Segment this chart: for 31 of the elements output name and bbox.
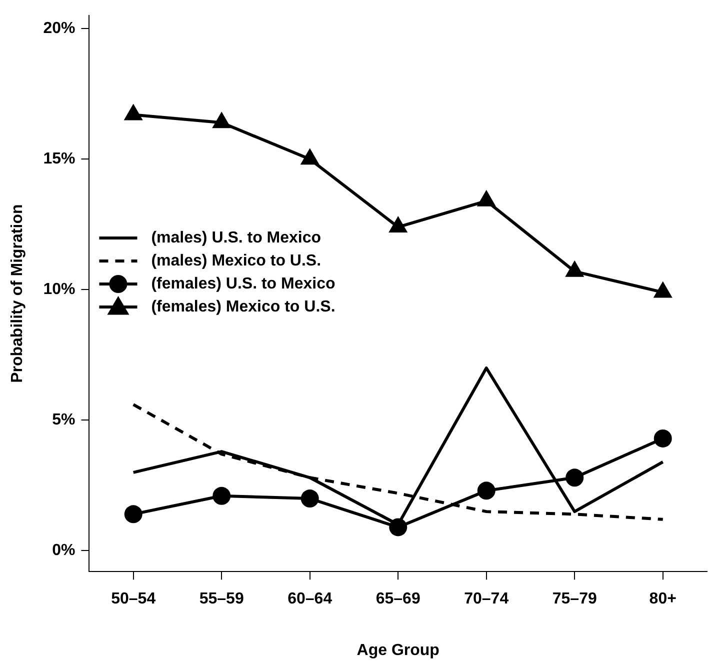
x-tick-label: 75–79 xyxy=(552,590,597,608)
legend-label: (females) Mexico to U.S. xyxy=(151,298,336,316)
point xyxy=(212,486,231,505)
point xyxy=(566,468,584,487)
point xyxy=(477,482,496,500)
point xyxy=(388,216,408,233)
x-tick-label: 80+ xyxy=(649,590,676,608)
point xyxy=(654,429,672,448)
y-tick-label: 15% xyxy=(43,150,76,168)
point xyxy=(476,190,496,206)
point xyxy=(124,505,142,524)
legend-label: (males) U.S. to Mexico xyxy=(151,229,322,246)
x-axis-title: Age Group xyxy=(356,642,440,659)
point xyxy=(565,260,584,277)
y-tick-label: 10% xyxy=(43,281,76,298)
point xyxy=(300,490,319,508)
y-axis-title: Probability of Migration xyxy=(9,204,26,383)
point xyxy=(124,104,143,120)
point xyxy=(653,281,672,298)
x-tick-label: 70–74 xyxy=(464,590,509,608)
y-tick-label: 5% xyxy=(52,412,76,429)
legend-label: (males) Mexico to U.S. xyxy=(151,252,322,270)
y-tick-label: 0% xyxy=(52,542,76,560)
point xyxy=(300,148,320,165)
point xyxy=(212,112,232,128)
x-tick-label: 50–54 xyxy=(111,590,156,608)
legend-label: (females) U.S. to Mexico xyxy=(151,275,336,292)
y-tick-label: 20% xyxy=(43,20,76,38)
x-tick-label: 55–59 xyxy=(199,590,244,608)
x-tick-label: 65–69 xyxy=(376,590,420,608)
x-tick-label: 60–64 xyxy=(288,590,332,608)
